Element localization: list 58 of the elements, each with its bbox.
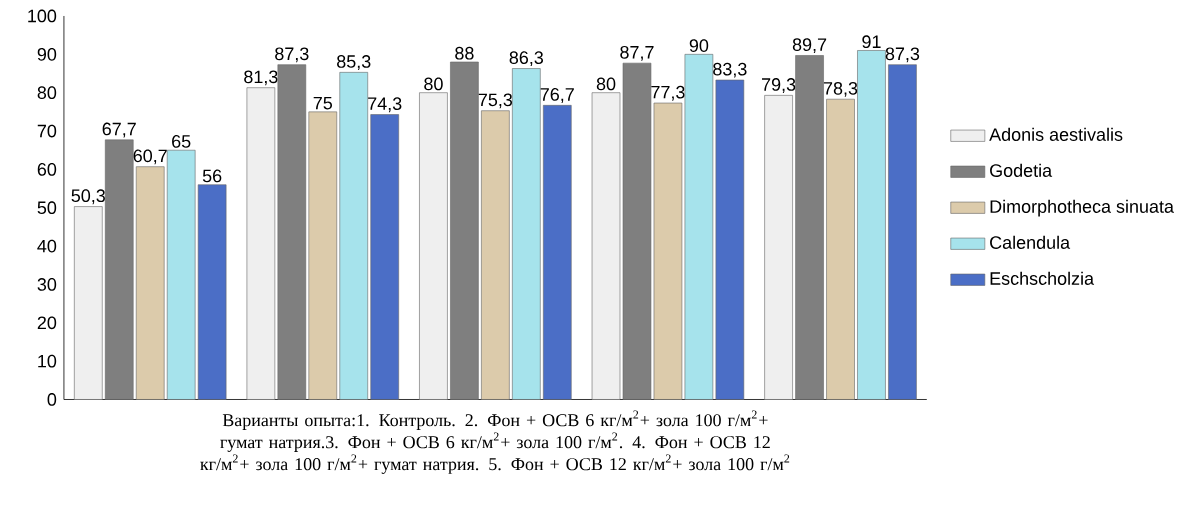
- data-label: 74,3: [368, 97, 402, 112]
- legend-label: Dimorphotheca sinuata: [990, 199, 1174, 217]
- bar: [419, 92, 448, 400]
- data-label: 79,3: [762, 77, 796, 93]
- bar: [857, 50, 886, 400]
- bar: [543, 104, 572, 400]
- legend-label: Godetia: [990, 163, 1053, 177]
- data-label: 87,3: [275, 47, 309, 63]
- bar: [74, 206, 103, 400]
- y-tick-label: 30: [37, 277, 57, 291]
- data-label: 87,7: [620, 45, 654, 61]
- y-tick-label: 60: [37, 162, 57, 176]
- data-label: 88: [455, 46, 474, 60]
- data-label: 91: [862, 35, 881, 48]
- data-label: 81,3: [244, 70, 278, 86]
- data-label: 75: [313, 96, 333, 110]
- bar: [512, 68, 541, 400]
- y-tick-label: 40: [37, 239, 57, 253]
- text: Варианты опыта:1. Контроль. 2. Фон + ОСВ 6 кг/м$^{2}$+ зола 100 г/м$^{2}$+ гумат натрия.3. Фон + ОСВ 6 кг/м$^{2}$+ зола 100 г/м$^{2}$. 4. Фон + ОСВ 12 кг/м$^{2}$+ зола 100 г/м$^{2}$+ гумат натрия. 5. Фон + ОСВ 12 кг/м$^{2}$+ зола 100 г/м$^{2}$: [200, 410, 790, 474]
- data-label: 56: [202, 169, 222, 183]
- data-label: 65: [172, 134, 191, 148]
- y-tick-label: 90: [37, 47, 57, 61]
- y-tick-label: 20: [37, 316, 57, 330]
- y-tick-label: 80: [37, 86, 57, 99]
- data-label: 60,7: [133, 149, 167, 165]
- y-tick-label: 0: [47, 392, 57, 406]
- data-label: 76,7: [540, 87, 574, 103]
- data-label: 80: [424, 77, 443, 91]
- y-tick-label: 10: [38, 354, 57, 368]
- data-label: 80: [596, 77, 616, 91]
- bar: [888, 64, 917, 400]
- bar: [104, 139, 134, 400]
- legend-label: Adonis aestivalis: [989, 127, 1123, 141]
- data-label: 83,3: [713, 62, 747, 78]
- data-label: 89,7: [792, 38, 827, 53]
- data-label: 77,3: [651, 85, 685, 101]
- y-tick-label: 100: [28, 9, 57, 23]
- data-label: 75,3: [478, 93, 513, 109]
- y-tick-label: 50: [37, 201, 57, 214]
- bar: [308, 111, 338, 400]
- data-label: 90: [689, 39, 709, 52]
- bar: [481, 110, 510, 400]
- legend-label: Eschscholzia: [990, 271, 1095, 285]
- bar: [370, 114, 399, 400]
- bar: [764, 94, 793, 400]
- bar: [450, 61, 479, 400]
- bar: [135, 166, 165, 400]
- data-label: 67,7: [102, 122, 136, 138]
- data-label: 85,3: [337, 54, 371, 70]
- data-label: 86,3: [509, 51, 544, 66]
- y-tick-label: 70: [37, 124, 57, 138]
- bar: [826, 98, 855, 400]
- bar: [339, 71, 369, 400]
- legend-label: Calendula: [990, 235, 1071, 249]
- bar: [795, 55, 824, 400]
- data-label: 50,3: [71, 189, 105, 205]
- data-label: 87,3: [885, 47, 920, 63]
- data-label: 78,3: [823, 81, 858, 97]
